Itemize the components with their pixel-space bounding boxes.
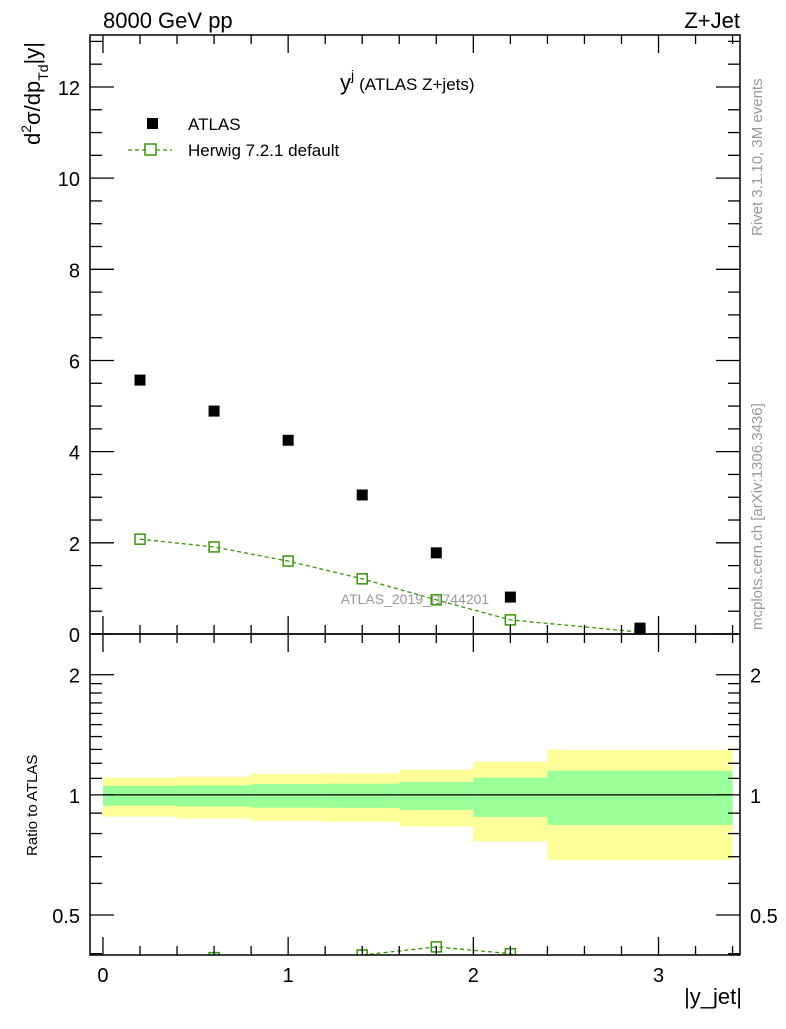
x-tick-label: 2: [468, 965, 479, 987]
band-inner-bin: [251, 784, 326, 808]
atlas-point: [430, 547, 442, 559]
y-axis-label: d2σ/dpTd|y|: [18, 42, 51, 145]
y-tick-label: 0: [69, 625, 80, 647]
ratio-y-tick-label: 0.5: [52, 906, 80, 928]
herwig-point: [282, 555, 294, 567]
atlas-point: [208, 405, 220, 417]
herwig-point: [134, 533, 146, 545]
y-tick-label: 10: [58, 169, 80, 191]
band-inner-bin: [325, 783, 400, 808]
herwig-line: [139, 538, 641, 633]
herwig-point: [430, 594, 443, 606]
y-tick-label: 4: [69, 443, 80, 465]
header-left: 8000 GeV pp: [103, 8, 233, 33]
band-inner-bin: [399, 781, 474, 810]
y-tick-label: 12: [58, 78, 80, 100]
ratio-y-tick-label-right: 2: [750, 666, 761, 688]
legend-herwig-marker: [144, 143, 157, 156]
mcplots-label: mcplots.cern.ch [arXiv:1306.3436]: [749, 403, 766, 630]
ratio-y-tick-label-right: 1: [750, 786, 761, 808]
x-axis-label: |y_jet|: [684, 984, 742, 1009]
herwig-ratio-point: [635, 993, 645, 1003]
y-tick-label: 6: [69, 351, 80, 373]
band-inner-bin: [547, 770, 733, 825]
x-tick-label: 0: [97, 965, 108, 987]
herwig-ratio-point: [135, 961, 145, 971]
plot-title: yj (ATLAS Z+jets): [340, 67, 475, 95]
atlas-point: [634, 622, 646, 634]
ratio-y-tick-label: 1: [69, 786, 80, 808]
atlas-point: [504, 591, 516, 603]
ratio-y-axis-label: Ratio to ATLAS: [24, 755, 41, 856]
herwig-point: [356, 573, 368, 585]
ratio-y-tick-label-right: 0.5: [750, 906, 778, 928]
main-plot-marks: [134, 374, 646, 634]
band-inner-bin: [473, 777, 548, 817]
uncertainty-bands: [102, 749, 733, 861]
atlas-point: [356, 489, 368, 501]
rivet-label: Rivet 3.1.10, 3M events: [749, 78, 766, 236]
watermark: ATLAS_2019_I1744201: [341, 591, 490, 607]
y-tick-label: 8: [69, 260, 80, 282]
atlas-point: [134, 374, 146, 386]
header-right: Z+Jet: [684, 8, 740, 33]
legend-atlas-marker: [147, 118, 158, 129]
herwig-point: [504, 614, 517, 626]
x-tick-label: 1: [283, 965, 294, 987]
legend-herwig-label: Herwig 7.2.1 default: [188, 141, 339, 160]
herwig-point: [208, 541, 220, 553]
band-inner-bin: [177, 785, 252, 807]
legend-atlas-label: ATLAS: [188, 115, 241, 134]
legend: ATLAS Herwig 7.2.1 default: [128, 115, 339, 160]
y-tick-label: 2: [69, 534, 80, 556]
atlas-point: [282, 434, 294, 446]
ratio-plot-marks: [135, 941, 645, 1003]
ratio-y-tick-label: 2: [69, 666, 80, 688]
x-tick-label: 3: [653, 965, 664, 987]
band-inner-bin: [102, 785, 178, 806]
